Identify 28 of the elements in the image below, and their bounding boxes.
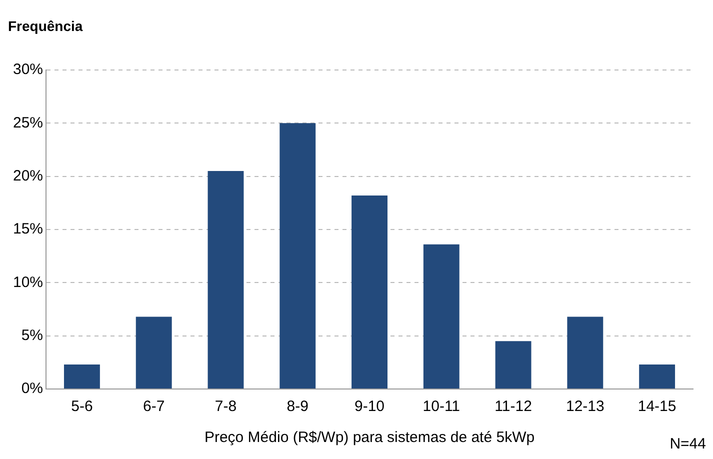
x-tick-label: 11-12	[494, 398, 532, 416]
bar	[208, 171, 244, 388]
y-tick-label: 20%	[12, 167, 44, 184]
bar	[136, 316, 172, 388]
x-axis-title: Preço Médio (R$/Wp) para sistemas de até 5kWp	[204, 429, 535, 446]
text: N=44	[670, 436, 706, 453]
y-tick-label: 5%	[21, 326, 44, 344]
x-tick-label: 10-11	[422, 398, 460, 416]
bar	[639, 364, 676, 388]
bar	[352, 195, 388, 388]
y-axis-title: Frequência	[8, 18, 83, 34]
x-tick-label: 14-15	[638, 398, 676, 416]
y-tick-label: 10%	[12, 274, 44, 291]
x-tick-label: 8-9	[286, 398, 308, 416]
y-tick-label: 25%	[12, 114, 44, 132]
y-tick-label: 30%	[12, 61, 44, 78]
y-tick-label: 15%	[12, 220, 44, 238]
x-tick-label: 5-6	[71, 398, 93, 416]
x-tick-label: 6-7	[143, 398, 165, 416]
bar	[495, 341, 532, 388]
bar	[423, 244, 460, 388]
bar	[280, 123, 316, 388]
x-tick-label: 7-8	[214, 398, 237, 416]
y-tick-label: 0%	[21, 380, 44, 398]
x-tick-label: 12-13	[566, 398, 604, 416]
x-tick-label: 9-10	[354, 398, 385, 416]
bar	[64, 364, 100, 388]
bar	[567, 316, 604, 388]
